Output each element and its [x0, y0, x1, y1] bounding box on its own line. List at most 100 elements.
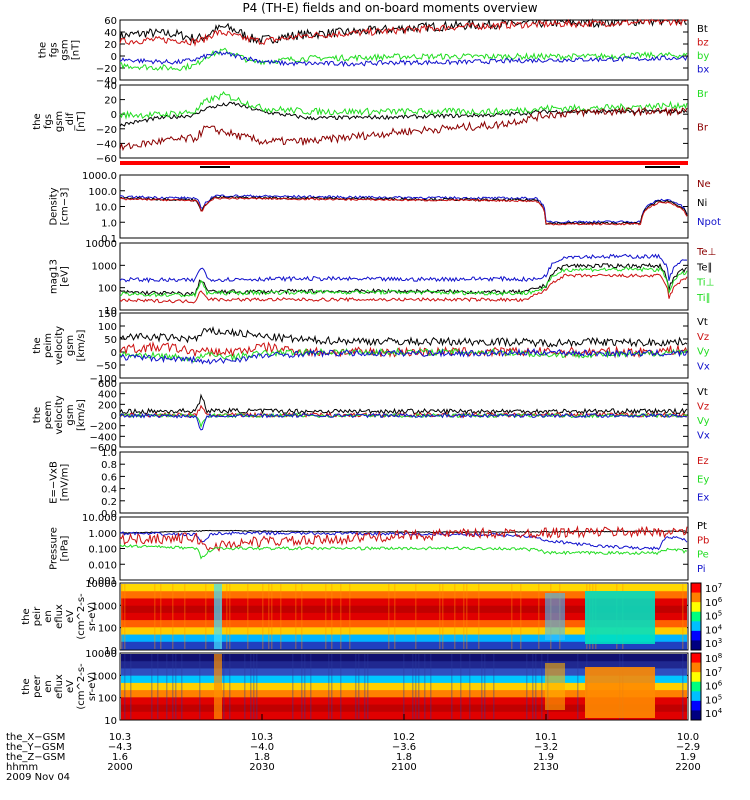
series-line-blue — [119, 50, 688, 68]
colorbar-segment — [691, 691, 701, 702]
y-tick-label: 0.8 — [101, 460, 117, 471]
spectrogram-streak — [244, 654, 246, 719]
y-axis-label: _dif — [65, 112, 76, 131]
spectrogram-band — [121, 634, 687, 643]
panel-peir_en_eflux — [119, 582, 702, 651]
x-tick-label: 1.8 — [254, 752, 270, 763]
y-tick-label: 1000.0 — [82, 171, 117, 182]
legend-entry: Te∥ — [696, 262, 713, 273]
x-tick-label: 2030 — [249, 762, 274, 773]
y-tick-label: 1.0 — [101, 218, 117, 229]
y-tick-label: −400 — [90, 432, 117, 443]
series-line-green — [119, 544, 688, 560]
spectrogram-streak — [415, 584, 417, 649]
y-tick-label: −200 — [90, 422, 117, 433]
y-axis-label: [cm−3] — [60, 188, 71, 226]
spectrogram-streak — [526, 654, 528, 719]
spectrogram-streak — [262, 584, 264, 649]
y-axis-label: the — [32, 337, 43, 353]
spectrogram-streak — [358, 654, 360, 719]
x-row-label: 2009 Nov 04 — [6, 772, 70, 783]
panel-peer_en_eflux — [119, 652, 702, 721]
panel-fgs_gsm — [119, 18, 689, 81]
y-tick-label: 0.4 — [101, 485, 117, 496]
spectrogram-streak — [349, 584, 351, 649]
spectrogram-streak — [181, 654, 183, 719]
legend-entry: Pi — [697, 564, 706, 575]
y-axis-label: mag13 — [49, 259, 60, 294]
legend-entry: Ex — [697, 493, 709, 504]
spectrogram-streak — [418, 654, 420, 719]
y-tick-label: 0 — [111, 52, 117, 63]
y-axis-label: peer — [32, 674, 43, 698]
x-tick-label: −3.2 — [534, 742, 558, 753]
spectrogram-streak — [466, 584, 468, 649]
y-tick-label: 10 — [104, 646, 117, 657]
spectrogram-streak — [172, 584, 174, 649]
y-tick-label: 150 — [98, 309, 117, 320]
flag-bar-tick — [645, 166, 680, 168]
spectrogram-streak — [412, 654, 414, 719]
spectrogram-streak — [415, 654, 417, 719]
spectrogram-streak — [460, 654, 462, 719]
spectrogram-band — [121, 661, 687, 670]
legend-entry: Pb — [697, 535, 709, 546]
spectrogram-streak — [157, 654, 159, 719]
spectrogram-streak — [682, 654, 684, 719]
y-axis-label: sr-eV) — [87, 602, 98, 631]
spectrogram-streak — [493, 654, 495, 719]
colorbar-tick-label: 106 — [705, 596, 723, 609]
panel-frame — [119, 582, 689, 651]
spectrogram-streak — [154, 584, 156, 649]
panel-efield — [119, 451, 689, 514]
y-tick-label: −600 — [90, 443, 117, 454]
y-tick-label: 20 — [104, 96, 117, 107]
y-axis-label: gsm — [65, 404, 76, 425]
colorbar-segment — [691, 592, 701, 603]
y-tick-label: 100 — [98, 284, 117, 295]
colorbar-segment — [691, 602, 701, 613]
y-axis-label: gsm — [60, 39, 71, 60]
y-axis-label: peir — [32, 606, 43, 626]
series-line-green — [120, 47, 688, 72]
spectrogram-streak — [403, 654, 405, 719]
y-tick-label: 200 — [98, 400, 117, 411]
spectrogram-streak — [442, 584, 444, 649]
series-line-red — [119, 273, 688, 304]
y-axis-label: gsm — [65, 335, 76, 356]
y-axis-label: eV — [65, 680, 76, 693]
colorbar-segment — [691, 681, 701, 692]
spectrogram-streak — [124, 584, 126, 649]
series-line-darkred — [119, 106, 688, 152]
y-tick-label: 0 — [111, 110, 117, 121]
legend-entry: Vz — [697, 332, 709, 343]
legend-entry: Ti⊥ — [696, 278, 714, 289]
spectrogram-streak — [424, 654, 426, 719]
spectrogram-band — [121, 620, 687, 628]
y-tick-label: −40 — [96, 76, 117, 87]
y-tick-label: 0 — [111, 411, 117, 422]
colorbar-tick-label: 104 — [705, 707, 723, 720]
spectrogram-streak — [280, 584, 282, 649]
y-tick-label: 1.0 — [101, 448, 117, 459]
y-tick-label: −20 — [96, 64, 117, 75]
y-axis-label: E=−VxB — [49, 461, 60, 504]
panel-frame — [119, 516, 689, 581]
spectrogram-streak — [328, 654, 330, 719]
y-tick-label: 100 — [98, 694, 117, 705]
spectrogram-interval — [545, 593, 565, 640]
legend-entry: Vy — [697, 347, 710, 358]
y-tick-label: −60 — [96, 154, 117, 165]
legend-entry: Pt — [697, 521, 707, 532]
panel-frame — [119, 312, 689, 379]
y-axis-label: (cm^2-s- — [76, 593, 87, 640]
spectrogram-streak — [682, 584, 684, 649]
colorbar-tick-label: 107 — [705, 666, 722, 679]
spectrogram-streak — [121, 584, 123, 649]
spectrogram-event — [214, 584, 222, 649]
y-tick-label: −20 — [96, 125, 117, 136]
legend-entry: Vx — [697, 361, 710, 372]
spectrogram-streak — [199, 654, 201, 719]
spectrogram-streak — [229, 654, 231, 719]
spectrogram-streak — [367, 654, 369, 719]
